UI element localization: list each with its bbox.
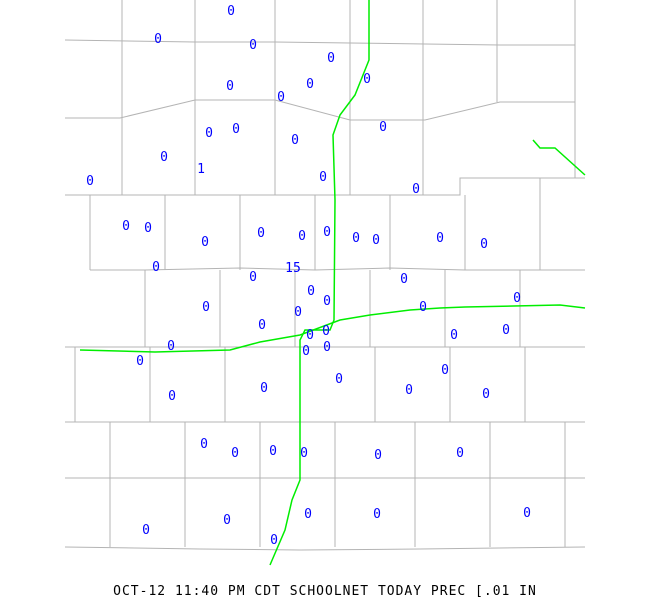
station-value: 0 bbox=[205, 126, 213, 141]
station-value: 0 bbox=[322, 324, 330, 339]
station-value: 0 bbox=[231, 446, 239, 461]
station-value: 0 bbox=[323, 225, 331, 240]
station-value: 0 bbox=[335, 372, 343, 387]
station-value: 0 bbox=[523, 506, 531, 521]
station-value: 1 bbox=[197, 162, 205, 177]
county-line bbox=[64, 39, 575, 46]
station-value: 0 bbox=[373, 507, 381, 522]
station-value: 0 bbox=[302, 344, 310, 359]
county-line bbox=[65, 177, 585, 196]
station-value: 0 bbox=[419, 300, 427, 315]
county-line bbox=[64, 546, 586, 551]
station-value: 0 bbox=[307, 284, 315, 299]
station-value: 0 bbox=[363, 72, 371, 87]
county-line bbox=[65, 99, 575, 121]
station-value: 0 bbox=[202, 300, 210, 315]
station-value: 0 bbox=[258, 318, 266, 333]
map-caption: OCT-12 11:40 PM CDT SCHOOLNET TODAY PREC… bbox=[113, 584, 537, 599]
station-value: 0 bbox=[405, 383, 413, 398]
station-value: 0 bbox=[304, 507, 312, 522]
station-value: 0 bbox=[269, 444, 277, 459]
station-value: 0 bbox=[400, 272, 408, 287]
station-value: 0 bbox=[277, 90, 285, 105]
station-value: 0 bbox=[160, 150, 168, 165]
station-value: 0 bbox=[249, 270, 257, 285]
station-value: 0 bbox=[513, 291, 521, 306]
station-value: 0 bbox=[319, 170, 327, 185]
station-value: 0 bbox=[482, 387, 490, 402]
station-value: 0 bbox=[352, 231, 360, 246]
station-value: 0 bbox=[323, 294, 331, 309]
station-value: 0 bbox=[200, 437, 208, 452]
river-east-west bbox=[79, 304, 586, 353]
station-value: 0 bbox=[291, 133, 299, 148]
station-value: 0 bbox=[226, 79, 234, 94]
station-value: 0 bbox=[436, 231, 444, 246]
station-value: 0 bbox=[152, 260, 160, 275]
station-value: 0 bbox=[257, 226, 265, 241]
station-value: 0 bbox=[270, 533, 278, 548]
station-value: 0 bbox=[232, 122, 240, 137]
station-value: 0 bbox=[379, 120, 387, 135]
station-value: 0 bbox=[167, 339, 175, 354]
rivers bbox=[79, 0, 586, 566]
river-main bbox=[269, 0, 370, 566]
station-value: 0 bbox=[323, 340, 331, 355]
station-value: 0 bbox=[480, 237, 488, 252]
station-value: 0 bbox=[144, 221, 152, 236]
station-value: 0 bbox=[456, 446, 464, 461]
station-value: 0 bbox=[168, 389, 176, 404]
station-value: 0 bbox=[450, 328, 458, 343]
station-value: 0 bbox=[136, 354, 144, 369]
station-value: 0 bbox=[372, 233, 380, 248]
station-value: 0 bbox=[249, 38, 257, 53]
river-northeast bbox=[532, 139, 586, 176]
county-lines bbox=[64, 0, 586, 551]
station-value: 0 bbox=[412, 182, 420, 197]
station-value: 0 bbox=[327, 51, 335, 66]
station-value: 0 bbox=[227, 4, 235, 19]
station-value: 0 bbox=[298, 229, 306, 244]
station-value: 0 bbox=[86, 174, 94, 189]
county-line bbox=[90, 267, 585, 271]
station-value: 0 bbox=[294, 305, 302, 320]
station-value: 0 bbox=[441, 363, 449, 378]
station-value: 0 bbox=[300, 446, 308, 461]
station-value: 0 bbox=[306, 328, 314, 343]
station-value: 0 bbox=[260, 381, 268, 396]
station-value: 0 bbox=[374, 448, 382, 463]
station-value: 0 bbox=[502, 323, 510, 338]
station-value: 0 bbox=[122, 219, 130, 234]
station-value: 15 bbox=[285, 261, 301, 276]
station-value: 0 bbox=[154, 32, 162, 47]
station-value: 0 bbox=[223, 513, 231, 528]
station-value: 0 bbox=[306, 77, 314, 92]
station-value: 0 bbox=[201, 235, 209, 250]
station-value: 0 bbox=[142, 523, 150, 538]
